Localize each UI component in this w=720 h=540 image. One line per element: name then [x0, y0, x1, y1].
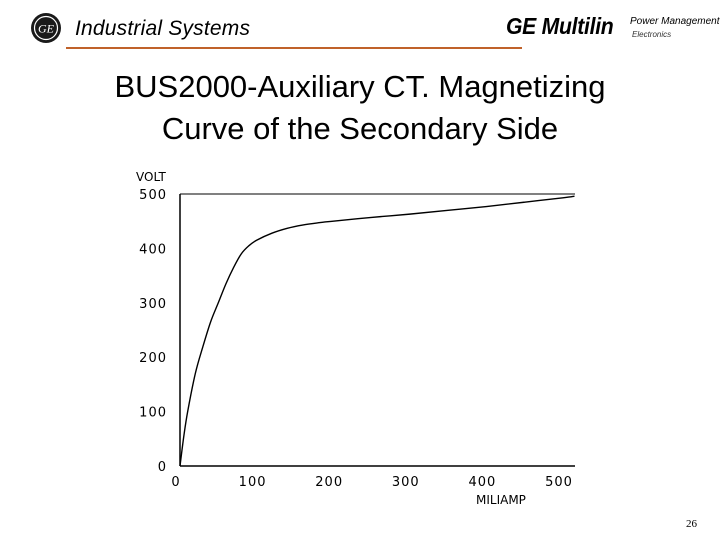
y-tick-label: 400	[139, 242, 167, 257]
y-tick-label: 300	[139, 297, 167, 312]
slide-title-line-2: Curve of the Secondary Side	[161, 111, 559, 146]
division-name: Power Management	[630, 16, 720, 27]
series-group	[179, 195, 575, 467]
x-tick-label: 500	[545, 475, 573, 490]
x-tick-labels: 0 100 200 300 400 500	[171, 475, 573, 490]
y-tick-label: 100	[139, 406, 167, 421]
x-tick-label: 300	[392, 475, 420, 490]
page-number: 26	[686, 518, 697, 530]
y-tick-label: 0	[158, 460, 167, 475]
svg-text:GE: GE	[38, 22, 55, 36]
slide-title: BUS2000-Auxiliary CT. Magnetizing Curve …	[40, 66, 680, 150]
ge-multilin-logo-text: GE Multilin	[506, 13, 614, 39]
x-tick-label: 400	[468, 475, 496, 490]
division-subname: Electronics	[632, 30, 672, 39]
y-tick-labels: 0 100 200 300 400 500	[139, 188, 167, 475]
y-tick-label: 500	[139, 188, 167, 203]
header-divider	[66, 47, 522, 49]
slide-title-line-1: BUS2000-Auxiliary CT. Magnetizing	[114, 69, 606, 104]
y-tick-label: 200	[139, 351, 167, 366]
brand-text: Industrial Systems	[75, 17, 251, 40]
ge-monogram-logo: GE	[31, 13, 61, 43]
x-tick-label: 100	[239, 475, 267, 490]
slide-header: GE Industrial Systems GE Multilin Power …	[0, 0, 720, 60]
x-tick-label: 0	[171, 475, 180, 490]
y-axis-label: VOLT	[136, 170, 166, 184]
x-axis-label: MILIAMP	[476, 493, 526, 507]
x-tick-label: 200	[315, 475, 343, 490]
magnetizing-curve-line	[179, 195, 575, 467]
